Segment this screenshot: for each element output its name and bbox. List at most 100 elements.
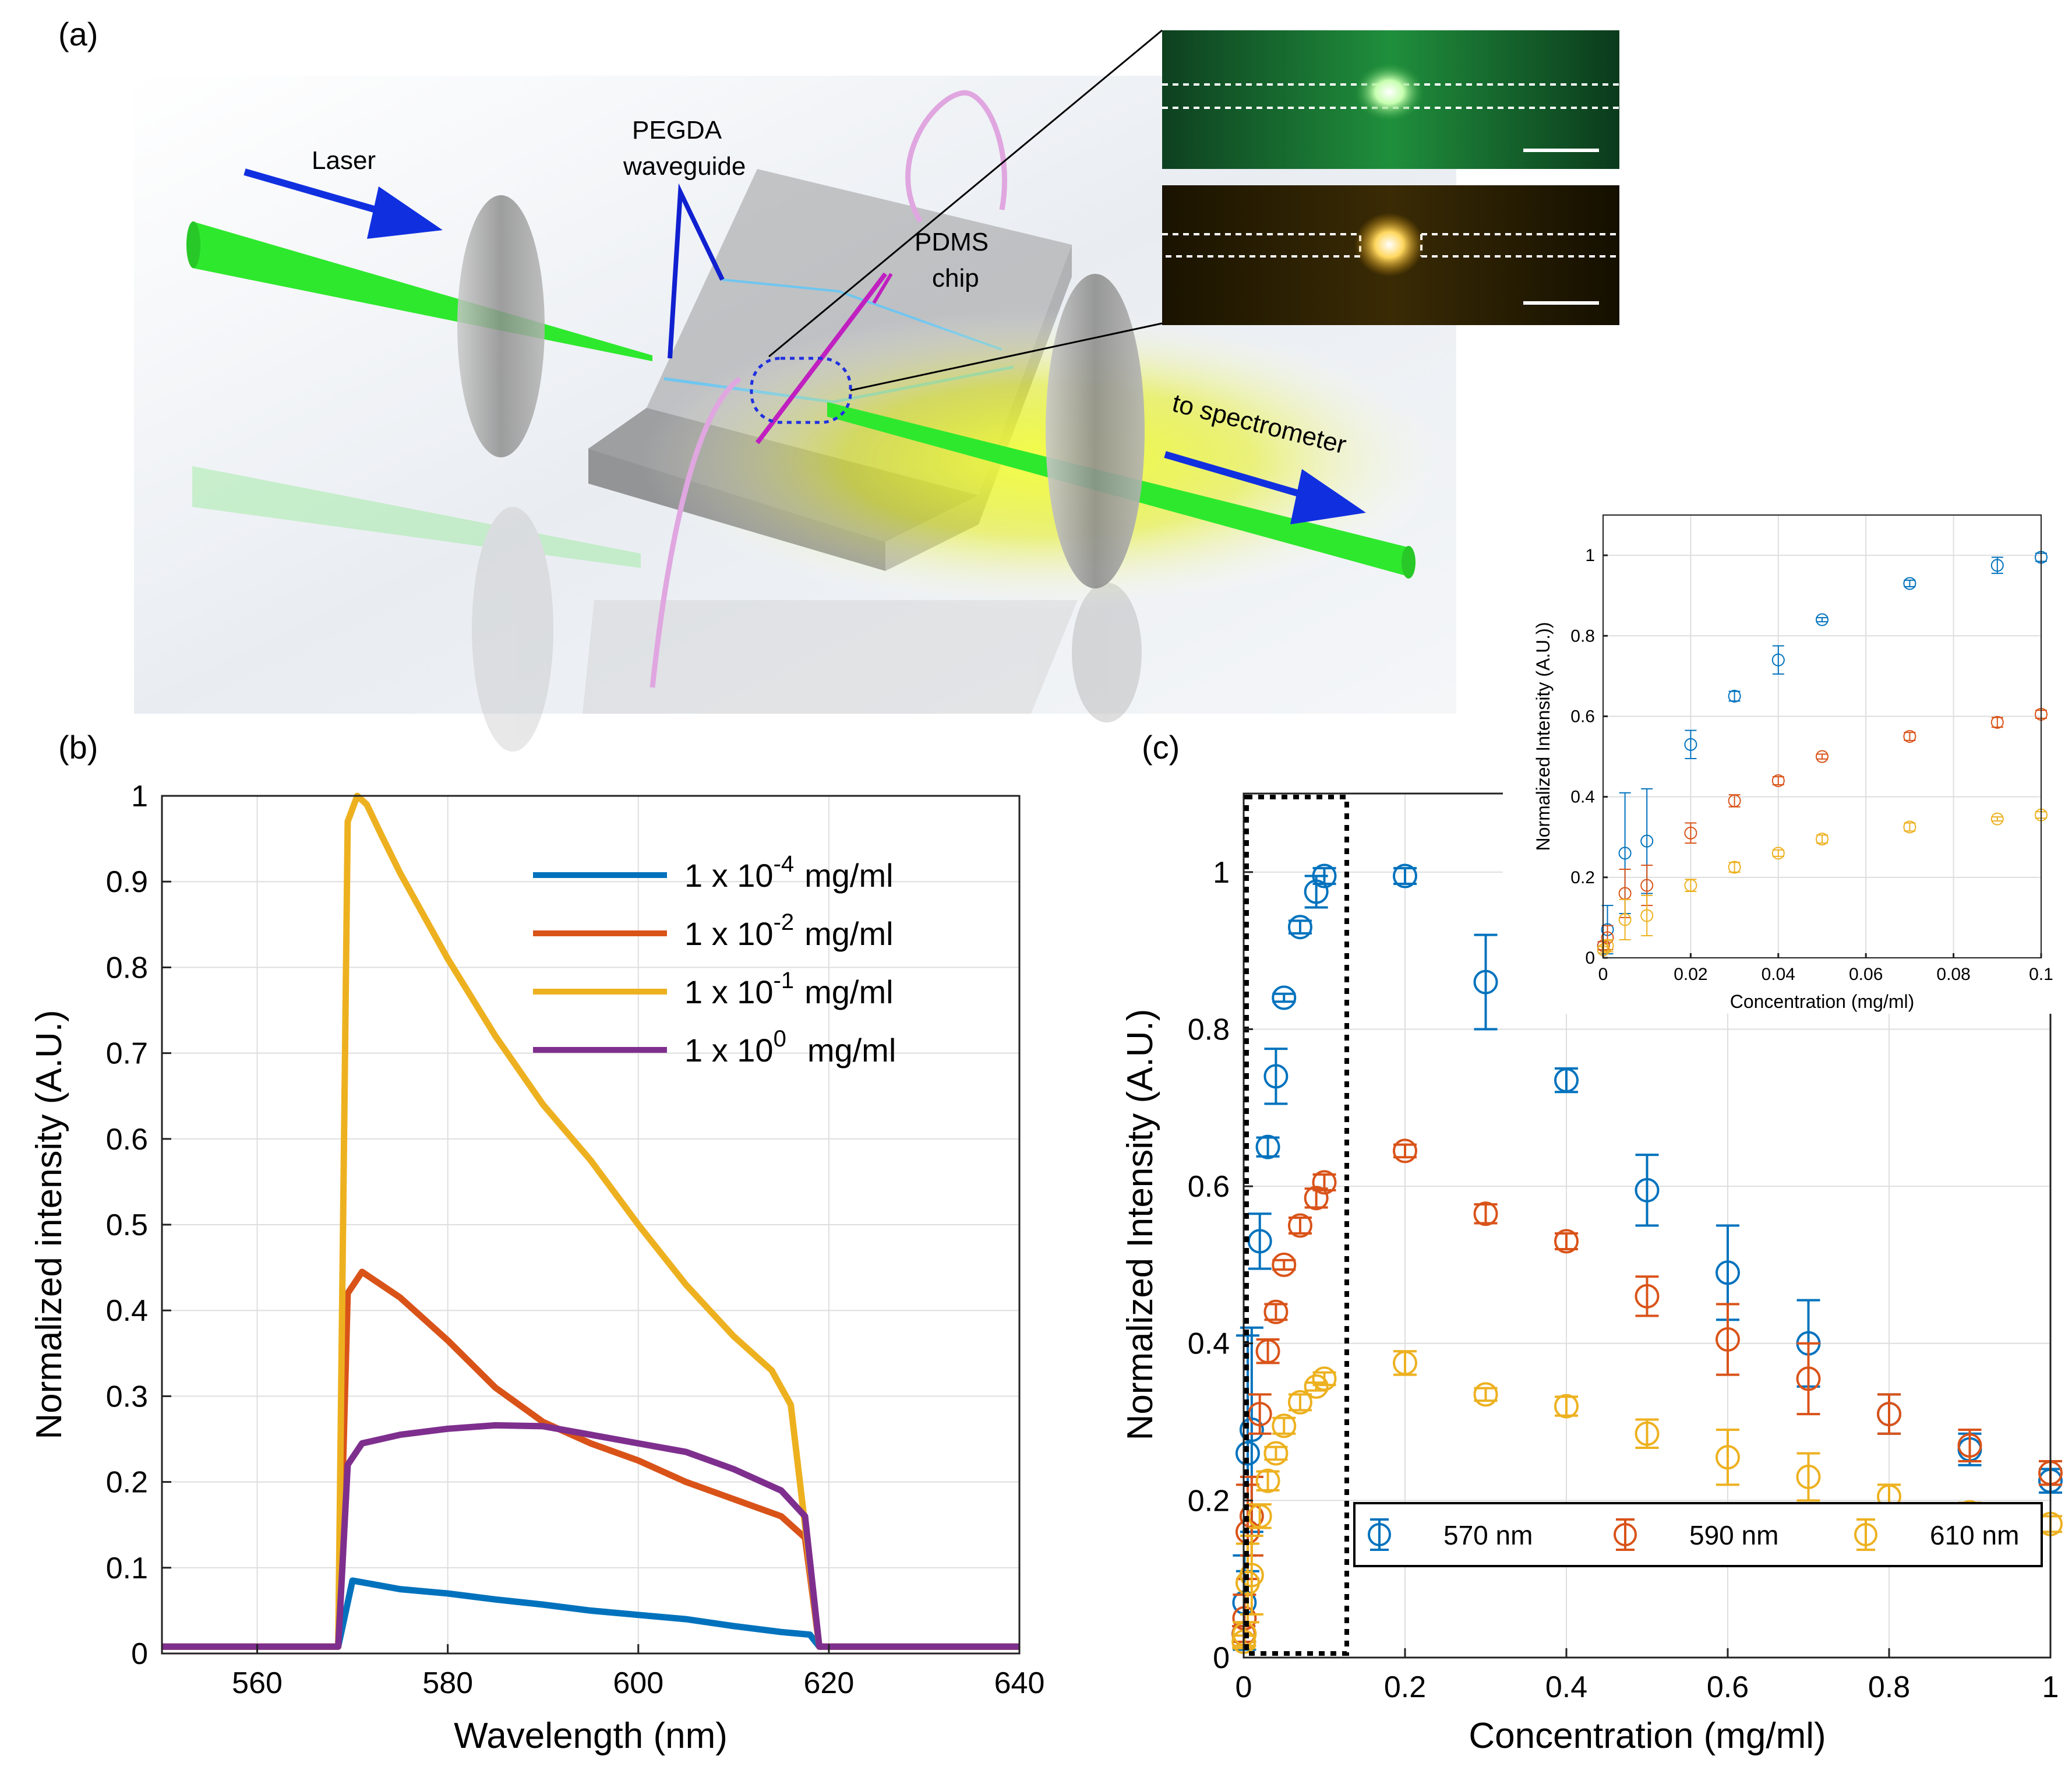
b-ytick-label-2: 0.2 (106, 1466, 148, 1500)
inset-point-2-1 (1601, 939, 1614, 953)
c-point-1-15 (1716, 1327, 1740, 1352)
inset-point-2-7 (1816, 833, 1829, 846)
panel-label-a: (a) (58, 16, 98, 52)
inset-point-1-5 (1728, 794, 1741, 808)
waveguide-label-2: waveguide (623, 152, 746, 181)
inset-point-1-8 (1903, 730, 1916, 743)
b-ytick-label-5: 0.5 (106, 1208, 148, 1242)
c-point-2-13 (1554, 1394, 1579, 1419)
inlet-tubing (905, 90, 1007, 223)
c-legend-label-1: 590 nm (1689, 1520, 1778, 1550)
b-legend-label-3: 1 x 100 mg/ml (684, 1026, 896, 1069)
c-point-2-5 (1255, 1468, 1280, 1493)
c-point-1-13 (1554, 1229, 1579, 1254)
c-point-1-12 (1473, 1201, 1498, 1226)
c-point-0-13 (1554, 1068, 1579, 1093)
c-point-2-12 (1473, 1382, 1498, 1407)
c-point-0-11 (1393, 863, 1417, 888)
inset-point-0-7 (1816, 613, 1829, 626)
c-point-1-5 (1255, 1339, 1280, 1364)
inset-point-2-3 (1640, 909, 1654, 922)
b-xtick-label-1: 580 (422, 1666, 473, 1700)
c-legend-box (1353, 1502, 2043, 1567)
outlet-tubing (650, 376, 742, 688)
zoom-line-top (768, 29, 1163, 358)
c-xlabel: Concentration (mg/ml) (1469, 1716, 1826, 1756)
c-point-0-14 (1635, 1177, 1660, 1203)
inset-series-group (1597, 551, 2048, 957)
inset-point-1-4 (1684, 826, 1697, 840)
c-xtick-label-4: 0.8 (1868, 1670, 1910, 1704)
lens-right (1046, 274, 1145, 588)
b-series-line-1 (162, 1268, 1019, 1650)
c-xtick-group: 0 0.2 0.4 0.6 0.8 1 (1236, 1648, 2059, 1704)
b-xtick-label-0: 560 (232, 1666, 283, 1700)
laser-label: Laser (312, 146, 376, 175)
c-point-2-11 (1393, 1351, 1417, 1376)
panel-a: (a) (58, 16, 1619, 752)
b-series-line-3 (162, 1422, 1019, 1650)
c-ylabel: Normalized Intensity (A.U.) (1120, 1009, 1160, 1441)
c-point-2-7 (1272, 1413, 1297, 1438)
spectrometer-arrow (1164, 451, 1366, 524)
b-ytick-label-4: 0.4 (106, 1294, 148, 1328)
chip-label-1: PDMS (915, 228, 989, 256)
chart-b: (b) 560 580 600 620 640 00.10.20.30.40.50.60… (29, 729, 1044, 1756)
inset-point-2-5 (1728, 861, 1741, 874)
c-legend: 570 nm 590 nm 610 nm (1353, 1502, 2043, 1567)
inset-ytick-label-0: 0 (1585, 949, 1595, 968)
b-legend: 1 x 10-4 mg/ml 1 x 10-2 mg/ml 1 x 10-1 mg/m… (533, 851, 896, 1069)
c-ytick-group: 0 0.2 0.4 0.6 0.8 1 (1188, 856, 1253, 1675)
inset-ytick-label-3: 0.6 (1570, 707, 1595, 726)
c-point-1-8 (1287, 1213, 1312, 1238)
b-ytick-label-6: 0.6 (106, 1123, 148, 1157)
zoom-line-bottom (850, 322, 1163, 392)
c-legend-marker-1 (1614, 1518, 1637, 1551)
c-point-1-9 (1304, 1186, 1329, 1211)
c-point-0-8 (1287, 915, 1312, 940)
c-point-1-17 (1877, 1402, 1901, 1427)
inset-point-1-7 (1816, 750, 1829, 763)
c-point-0-15 (1716, 1260, 1740, 1285)
c-point-1-11 (1393, 1138, 1417, 1163)
b-ytick-label-0: 0 (131, 1637, 148, 1671)
c-legend-label-0: 570 nm (1443, 1520, 1533, 1550)
b-ylabel: Normalized intensity (A.U.) (29, 1010, 69, 1439)
c-zoom-region (1244, 795, 1349, 1656)
inset-ytick-label-1: 0.2 (1570, 868, 1595, 887)
b-ytick-label-1: 0.1 (106, 1552, 148, 1585)
b-ytick-label-7: 0.7 (106, 1037, 148, 1071)
chart-c: (c) 0 0.2 0.4 0.6 0.8 1 0 0.2 0.4 0.6 0.8 1 Concen… (1120, 729, 2063, 1756)
inset-xlabel: Concentration (mg/ml) (1730, 991, 1915, 1012)
inset-ytick-group: 0 0.2 0.4 0.6 0.8 1 (1570, 546, 1608, 968)
c-point-1-18 (1957, 1433, 1982, 1458)
b-ytick-group: 0 0.1 0.2 0.3 0.4 0.5 0.6 0.7 0.8 0.9 1 (106, 780, 171, 1671)
c-xtick-label-5: 1 (2042, 1670, 2059, 1704)
inset-ylabel: Normalized Intensity (A.U.)) (1533, 622, 1554, 851)
panel-label-b: (b) (58, 729, 98, 766)
b-xtick-label-2: 600 (613, 1666, 663, 1700)
b-ytick-label-8: 0.8 (106, 951, 148, 985)
c-point-2-14 (1635, 1421, 1660, 1446)
inset-point-0-6 (1771, 653, 1785, 667)
inset-ytick-label-5: 1 (1585, 546, 1595, 565)
c-point-2-3 (1239, 1563, 1264, 1588)
panel-label-c: (c) (1142, 729, 1180, 766)
c-point-1-7 (1272, 1252, 1297, 1277)
c-ytick-label-2: 0.4 (1188, 1327, 1230, 1361)
b-ytick-label-3: 0.3 (106, 1380, 148, 1413)
waveguide-label-1: PEGDA (632, 116, 722, 144)
c-point-1-10 (1312, 1170, 1337, 1195)
b-xlabel: Wavelength (nm) (454, 1716, 728, 1756)
c-ytick-label-5: 1 (1213, 856, 1230, 890)
c-point-0-6 (1263, 1064, 1289, 1089)
laser-arrow (243, 168, 443, 239)
c-ytick-label-3: 0.6 (1188, 1170, 1230, 1204)
b-xtick-group: 560 580 600 620 640 (232, 1644, 1044, 1700)
c-point-0-2 (1235, 1441, 1260, 1466)
inset-xtick-label-1: 0.02 (1674, 965, 1707, 984)
inset-point-1-9 (1990, 715, 2004, 729)
c-point-2-10 (1312, 1366, 1337, 1391)
reflection (192, 466, 1142, 752)
